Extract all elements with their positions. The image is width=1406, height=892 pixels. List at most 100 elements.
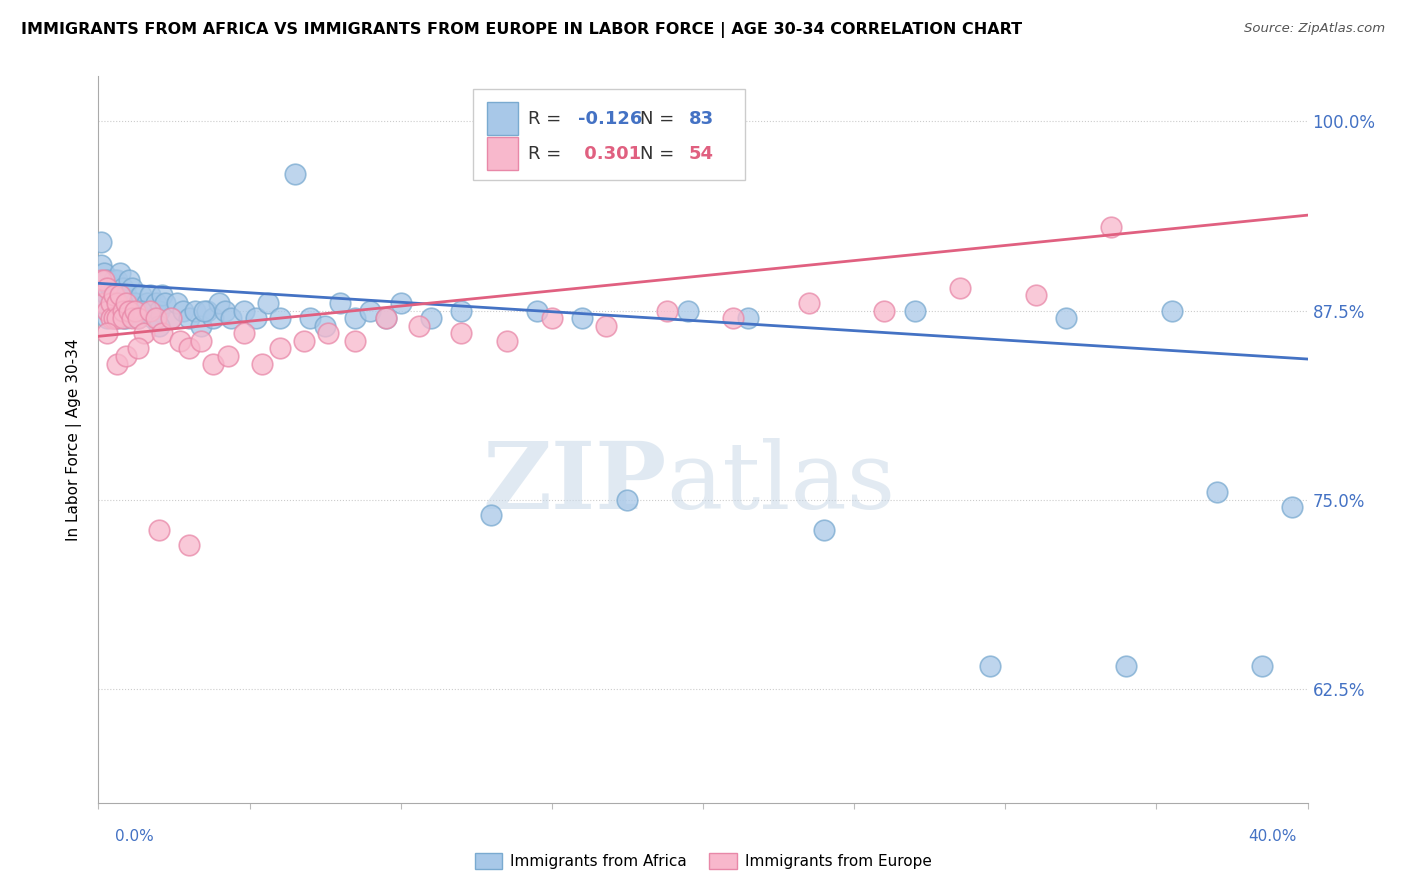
Point <box>148 303 170 318</box>
Point <box>655 303 678 318</box>
Point <box>232 326 254 341</box>
Point <box>103 273 125 287</box>
Point <box>208 296 231 310</box>
Point <box>96 303 118 318</box>
Point <box>142 311 165 326</box>
Point <box>145 296 167 310</box>
Point <box>1160 303 1182 318</box>
Point <box>344 334 367 348</box>
Point <box>217 349 239 363</box>
Point <box>329 296 352 310</box>
Point <box>256 296 278 310</box>
Point <box>93 296 115 310</box>
Point <box>90 296 112 310</box>
Point <box>100 281 122 295</box>
Point <box>139 288 162 302</box>
Point <box>979 659 1001 673</box>
Point <box>96 326 118 341</box>
Text: -0.126: -0.126 <box>578 110 643 128</box>
Text: ZIP: ZIP <box>482 438 666 528</box>
Point <box>129 303 152 318</box>
Point <box>172 303 194 318</box>
Point <box>111 311 134 326</box>
Point <box>202 357 225 371</box>
Legend: Immigrants from Africa, Immigrants from Europe: Immigrants from Africa, Immigrants from … <box>468 847 938 875</box>
Point <box>153 296 176 310</box>
Point <box>114 311 136 326</box>
Text: N =: N = <box>640 145 681 162</box>
Point <box>127 311 149 326</box>
Point <box>114 288 136 302</box>
Point <box>111 281 134 295</box>
Text: atlas: atlas <box>666 438 896 528</box>
Point <box>344 311 367 326</box>
Text: 54: 54 <box>689 145 713 162</box>
Point <box>129 288 152 302</box>
Point <box>179 342 201 356</box>
Text: R =: R = <box>527 110 567 128</box>
Point <box>105 357 128 371</box>
Point <box>96 311 118 326</box>
Point <box>96 281 118 295</box>
Point <box>284 167 307 181</box>
FancyBboxPatch shape <box>486 102 517 136</box>
FancyBboxPatch shape <box>486 136 517 170</box>
Text: 83: 83 <box>689 110 714 128</box>
Point <box>121 303 143 318</box>
Point <box>105 296 128 310</box>
Point <box>571 311 593 326</box>
Point <box>292 334 315 348</box>
Text: 0.0%: 0.0% <box>115 830 155 844</box>
Point <box>221 311 243 326</box>
Point <box>314 318 336 333</box>
Point <box>100 303 122 318</box>
Text: IMMIGRANTS FROM AFRICA VS IMMIGRANTS FROM EUROPE IN LABOR FORCE | AGE 30-34 CORR: IMMIGRANTS FROM AFRICA VS IMMIGRANTS FRO… <box>21 22 1022 38</box>
Point <box>1024 288 1046 302</box>
Point <box>90 235 112 250</box>
Point <box>90 273 112 287</box>
Point <box>132 326 155 341</box>
Point <box>723 311 745 326</box>
Point <box>118 296 141 310</box>
Point <box>1281 500 1303 515</box>
Point <box>111 303 134 318</box>
Point <box>93 296 115 310</box>
Point <box>1206 485 1229 500</box>
Point <box>127 342 149 356</box>
Point <box>124 296 146 310</box>
Point <box>813 523 835 537</box>
Point <box>148 523 170 537</box>
Point <box>250 357 273 371</box>
Point <box>374 311 396 326</box>
Point <box>93 273 115 287</box>
Point <box>949 281 972 295</box>
Point <box>150 288 173 302</box>
Point <box>269 311 291 326</box>
FancyBboxPatch shape <box>474 89 745 180</box>
Point <box>105 311 128 326</box>
Point <box>904 303 927 318</box>
Point <box>360 303 382 318</box>
Point <box>873 303 896 318</box>
Point <box>93 266 115 280</box>
Point <box>100 296 122 310</box>
Point <box>100 296 122 310</box>
Point <box>540 311 562 326</box>
Point <box>121 281 143 295</box>
Point <box>111 311 134 326</box>
Point <box>150 326 173 341</box>
Point <box>616 492 638 507</box>
Point <box>495 334 517 348</box>
Point <box>450 326 472 341</box>
Point <box>105 296 128 310</box>
Point <box>202 311 225 326</box>
Point <box>96 288 118 302</box>
Point <box>103 288 125 302</box>
Point <box>114 349 136 363</box>
Point <box>299 311 322 326</box>
Y-axis label: In Labor Force | Age 30-34: In Labor Force | Age 30-34 <box>66 338 83 541</box>
Point <box>90 258 112 272</box>
Point <box>103 281 125 295</box>
Point <box>1251 659 1274 673</box>
Point <box>245 311 267 326</box>
